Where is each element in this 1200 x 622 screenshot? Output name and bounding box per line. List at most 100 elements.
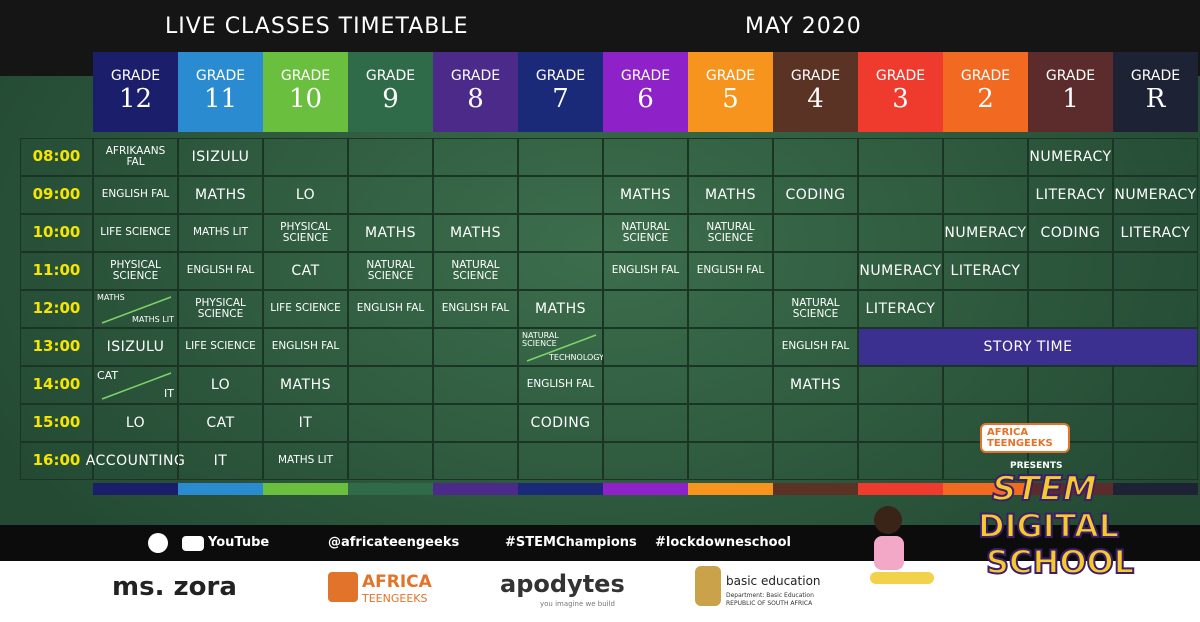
grade-bar bbox=[943, 483, 1028, 495]
sponsor-teengeeks: TEENGEEKS bbox=[362, 592, 428, 605]
subject: LO bbox=[178, 366, 263, 404]
subject: NUMERACY bbox=[1028, 138, 1113, 176]
empty-cell bbox=[943, 366, 1028, 404]
empty-cell bbox=[773, 214, 858, 252]
empty-cell bbox=[688, 404, 773, 442]
empty-cell bbox=[603, 290, 688, 328]
empty-cell bbox=[773, 138, 858, 176]
subject: MATHS bbox=[518, 290, 603, 328]
subject: MATHS bbox=[433, 214, 518, 252]
empty-cell bbox=[1113, 404, 1198, 442]
subject: ENGLISH FAL bbox=[688, 252, 773, 290]
empty-cell bbox=[433, 404, 518, 442]
empty-cell bbox=[348, 366, 433, 404]
teacher-illustration bbox=[860, 490, 940, 610]
empty-cell bbox=[688, 366, 773, 404]
empty-cell bbox=[433, 138, 518, 176]
empty-cell bbox=[518, 252, 603, 290]
empty-cell bbox=[1113, 252, 1198, 290]
split-line bbox=[526, 334, 597, 362]
empty-cell bbox=[263, 138, 348, 176]
split-line bbox=[101, 372, 172, 400]
empty-cell bbox=[1113, 138, 1198, 176]
grade-header: GRADE 2 bbox=[943, 52, 1028, 132]
subject: ENGLISH FAL bbox=[348, 290, 433, 328]
grade-header: GRADE 9 bbox=[348, 52, 433, 132]
time-label: 12:00 bbox=[20, 290, 93, 328]
sponsor-dbe-country: REPUBLIC OF SOUTH AFRICA bbox=[726, 600, 813, 607]
subject: ENGLISH FAL bbox=[773, 328, 858, 366]
social-tag: #lockdowneschool bbox=[655, 535, 791, 550]
empty-cell bbox=[858, 366, 943, 404]
empty-cell bbox=[348, 138, 433, 176]
empty-cell bbox=[518, 138, 603, 176]
grade-number: 3 bbox=[892, 84, 909, 114]
teengeeks-icon bbox=[328, 572, 358, 602]
subject: LITERACY bbox=[943, 252, 1028, 290]
grade-bar bbox=[603, 483, 688, 495]
grade-header: GRADE 8 bbox=[433, 52, 518, 132]
sponsor-africa: AFRICA bbox=[362, 572, 432, 592]
time-label: 14:00 bbox=[20, 366, 93, 404]
empty-cell bbox=[1113, 442, 1198, 480]
subject: LIFE SCIENCE bbox=[93, 214, 178, 252]
grade-bar bbox=[178, 483, 263, 495]
subject-bottom: TECHNOLOGY bbox=[549, 352, 604, 362]
sponsor-dbe-dept: Department: Basic Education bbox=[726, 592, 814, 599]
subject: MATHS bbox=[603, 176, 688, 214]
split-line bbox=[101, 296, 172, 324]
story-time: STORY TIME bbox=[858, 328, 1198, 366]
grade-number: 2 bbox=[977, 84, 994, 114]
grade-label: GRADE bbox=[1045, 68, 1096, 84]
subject: MATHS bbox=[773, 366, 858, 404]
subject: MATHS bbox=[178, 176, 263, 214]
grade-header: GRADE 12 bbox=[93, 52, 178, 132]
subject: IT bbox=[178, 442, 263, 480]
time-label: 08:00 bbox=[20, 138, 93, 176]
grade-bar bbox=[858, 483, 943, 495]
empty-cell bbox=[1113, 290, 1198, 328]
grade-number: 4 bbox=[807, 84, 824, 114]
subject: LITERACY bbox=[858, 290, 943, 328]
empty-cell bbox=[603, 138, 688, 176]
split-cell: MATHS MATHS LIT bbox=[93, 290, 178, 328]
month: MAY 2020 bbox=[745, 14, 862, 39]
empty-cell bbox=[858, 442, 943, 480]
empty-cell bbox=[688, 442, 773, 480]
subject: MATHS LIT bbox=[263, 442, 348, 480]
empty-cell bbox=[688, 138, 773, 176]
grade-header: GRADE 6 bbox=[603, 52, 688, 132]
subject: IT bbox=[263, 404, 348, 442]
empty-cell bbox=[433, 366, 518, 404]
empty-cell bbox=[518, 442, 603, 480]
grade-bar bbox=[518, 483, 603, 495]
empty-cell bbox=[348, 442, 433, 480]
split-cell: NATURAL SCIENCE TECHNOLOGY bbox=[518, 328, 604, 366]
subject: AFRIKAANS FAL bbox=[93, 138, 178, 176]
subject: PHYSICAL SCIENCE bbox=[178, 290, 263, 328]
empty-cell bbox=[348, 404, 433, 442]
empty-cell bbox=[858, 404, 943, 442]
grade-header: GRADE 11 bbox=[178, 52, 263, 132]
grade-label: GRADE bbox=[705, 68, 756, 84]
teacher-svg bbox=[870, 506, 934, 584]
empty-cell bbox=[943, 138, 1028, 176]
empty-cell bbox=[773, 442, 858, 480]
grade-label: GRADE bbox=[1130, 68, 1181, 84]
subject-top: NATURAL SCIENCE bbox=[522, 331, 559, 349]
sponsor-band bbox=[0, 561, 1200, 622]
empty-cell bbox=[433, 442, 518, 480]
empty-cell bbox=[1113, 366, 1198, 404]
empty-cell bbox=[348, 176, 433, 214]
subject: ACCOUNTING bbox=[86, 442, 185, 480]
sponsor-zora: ms. zora bbox=[112, 572, 237, 602]
stem-logo: AFRICA TEENGEEKS PRESENTS STEM DIGITAL S… bbox=[970, 395, 1195, 595]
subject: CODING bbox=[773, 176, 858, 214]
subject: ENGLISH FAL bbox=[263, 328, 348, 366]
empty-cell bbox=[1028, 442, 1113, 480]
subject: CAT bbox=[263, 252, 348, 290]
time-label: 16:00 bbox=[20, 442, 93, 480]
social-tag: #STEMChampions bbox=[505, 535, 637, 550]
facebook-icon bbox=[148, 533, 168, 553]
grade-label: GRADE bbox=[450, 68, 501, 84]
